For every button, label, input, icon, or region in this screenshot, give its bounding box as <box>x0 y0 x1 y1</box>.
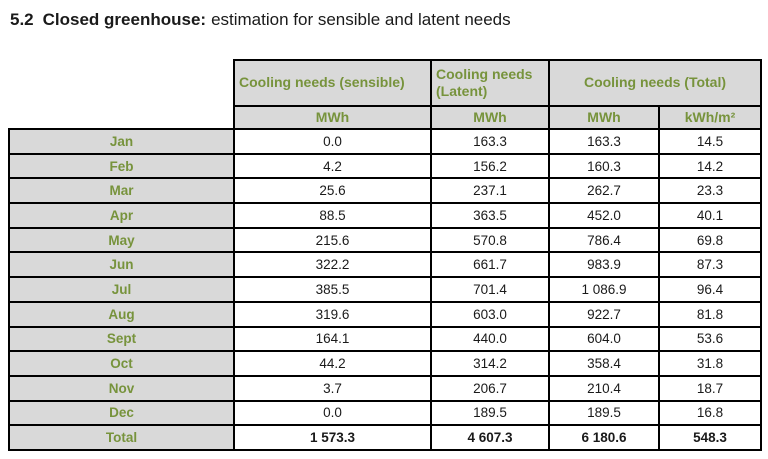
cell-total-kwh-total: 548.3 <box>658 424 762 451</box>
cell-latent: 156.2 <box>430 152 550 180</box>
section-heading: 5.2 Closed greenhouse: estimation for sens… <box>10 10 511 30</box>
cell-total-mwh: 163.3 <box>548 128 660 155</box>
cell-total-kwh: 14.5 <box>658 128 762 155</box>
month-label: Oct <box>8 350 235 377</box>
empty-corner-cell <box>9 60 234 129</box>
table-row-aug: Aug 319.6 603.0 922.7 81.8 <box>8 300 762 328</box>
month-label: Aug <box>8 300 235 328</box>
cell-latent: 237.1 <box>430 177 550 205</box>
month-label: Jul <box>8 276 235 303</box>
table-row-nov: Nov 3.7 206.7 210.4 18.7 <box>8 374 762 402</box>
cell-sensible: 0.0 <box>233 128 432 155</box>
month-label: Nov <box>8 374 235 402</box>
month-label: Sept <box>8 325 235 353</box>
cell-total-mwh: 452.0 <box>548 202 660 229</box>
cell-latent: 661.7 <box>430 251 550 279</box>
cell-total-mwh: 160.3 <box>548 152 660 180</box>
cell-sensible-total: 1 573.3 <box>233 424 432 451</box>
cell-latent: 701.4 <box>430 276 550 303</box>
table-row-jun: Jun 322.2 661.7 983.9 87.3 <box>8 251 762 279</box>
cell-total-kwh: 14.2 <box>658 152 762 180</box>
cell-sensible: 322.2 <box>233 251 432 279</box>
section-number: 5.2 <box>10 10 34 29</box>
cell-latent: 206.7 <box>430 374 550 402</box>
section-title-bold: Closed greenhouse: <box>42 10 207 29</box>
cell-total-kwh: 53.6 <box>658 325 762 353</box>
table-row-apr: Apr 88.5 363.5 452.0 40.1 <box>8 202 762 229</box>
cell-latent: 603.0 <box>430 300 550 328</box>
cell-sensible: 44.2 <box>233 350 432 377</box>
table-row-total: Total 1 573.3 4 607.3 6 180.6 548.3 <box>8 424 762 451</box>
month-label: Jun <box>8 251 235 279</box>
cell-total-kwh: 23.3 <box>658 177 762 205</box>
table-unit-header-row: MWh MWh MWh kWh/m² <box>9 105 762 130</box>
month-label: Feb <box>8 152 235 180</box>
cell-total-mwh: 262.7 <box>548 177 660 205</box>
cell-total-mwh: 358.4 <box>548 350 660 377</box>
table-group-header-row: Cooling needs (sensible) Cooling needs (… <box>9 59 762 129</box>
cell-total-mwh: 1 086.9 <box>548 276 660 303</box>
cell-total-mwh: 922.7 <box>548 300 660 328</box>
cell-total-mwh-total: 6 180.6 <box>548 424 660 451</box>
cell-total-kwh: 81.8 <box>658 300 762 328</box>
cell-sensible: 385.5 <box>233 276 432 303</box>
cell-sensible: 0.0 <box>233 399 432 427</box>
month-label: Dec <box>8 399 235 427</box>
table-row-jul: Jul 385.5 701.4 1 086.9 96.4 <box>8 276 762 303</box>
table-row-feb: Feb 4.2 156.2 160.3 14.2 <box>8 152 762 180</box>
cell-total-kwh: 16.8 <box>658 399 762 427</box>
cooling-needs-table: Cooling needs (sensible) Cooling needs (… <box>8 59 762 451</box>
table-row-oct: Oct 44.2 314.2 358.4 31.8 <box>8 350 762 377</box>
cell-total-mwh: 189.5 <box>548 399 660 427</box>
cell-sensible: 88.5 <box>233 202 432 229</box>
cell-sensible: 215.6 <box>233 226 432 254</box>
cell-total-kwh: 69.8 <box>658 226 762 254</box>
table-row-may: May 215.6 570.8 786.4 69.8 <box>8 226 762 254</box>
section-title-regular: estimation for sensible and latent needs <box>211 10 511 29</box>
unit-header-total-kwhm2: kWh/m² <box>658 105 762 130</box>
cell-latent-total: 4 607.3 <box>430 424 550 451</box>
cell-latent: 570.8 <box>430 226 550 254</box>
cell-total-mwh: 604.0 <box>548 325 660 353</box>
cell-total-mwh: 786.4 <box>548 226 660 254</box>
table-row-mar: Mar 25.6 237.1 262.7 23.3 <box>8 177 762 205</box>
cell-latent: 189.5 <box>430 399 550 427</box>
cell-sensible: 25.6 <box>233 177 432 205</box>
cell-latent: 363.5 <box>430 202 550 229</box>
month-label: May <box>8 226 235 254</box>
month-label: Mar <box>8 177 235 205</box>
cell-total-mwh: 983.9 <box>548 251 660 279</box>
table-row-sept: Sept 164.1 440.0 604.0 53.6 <box>8 325 762 353</box>
table-row-jan: Jan 0.0 163.3 163.3 14.5 <box>8 128 762 155</box>
cell-sensible: 3.7 <box>233 374 432 402</box>
unit-header-total-mwh: MWh <box>548 105 660 130</box>
unit-header-sensible-mwh: MWh <box>233 105 432 130</box>
group-header-latent: Cooling needs (Latent) <box>430 59 550 107</box>
cell-sensible: 164.1 <box>233 325 432 353</box>
table-row-dec: Dec 0.0 189.5 189.5 16.8 <box>8 399 762 427</box>
cell-total-mwh: 210.4 <box>548 374 660 402</box>
cell-total-kwh: 96.4 <box>658 276 762 303</box>
month-label: Jan <box>8 128 235 155</box>
cell-total-kwh: 40.1 <box>658 202 762 229</box>
cell-latent: 314.2 <box>430 350 550 377</box>
cell-total-kwh: 18.7 <box>658 374 762 402</box>
cell-latent: 163.3 <box>430 128 550 155</box>
unit-header-latent-mwh: MWh <box>430 105 550 130</box>
cell-total-kwh: 87.3 <box>658 251 762 279</box>
total-label: Total <box>8 424 235 451</box>
month-label: Apr <box>8 202 235 229</box>
cell-sensible: 319.6 <box>233 300 432 328</box>
cell-total-kwh: 31.8 <box>658 350 762 377</box>
cell-latent: 440.0 <box>430 325 550 353</box>
cell-sensible: 4.2 <box>233 152 432 180</box>
group-header-sensible: Cooling needs (sensible) <box>233 59 432 107</box>
group-header-total: Cooling needs (Total) <box>548 59 762 107</box>
